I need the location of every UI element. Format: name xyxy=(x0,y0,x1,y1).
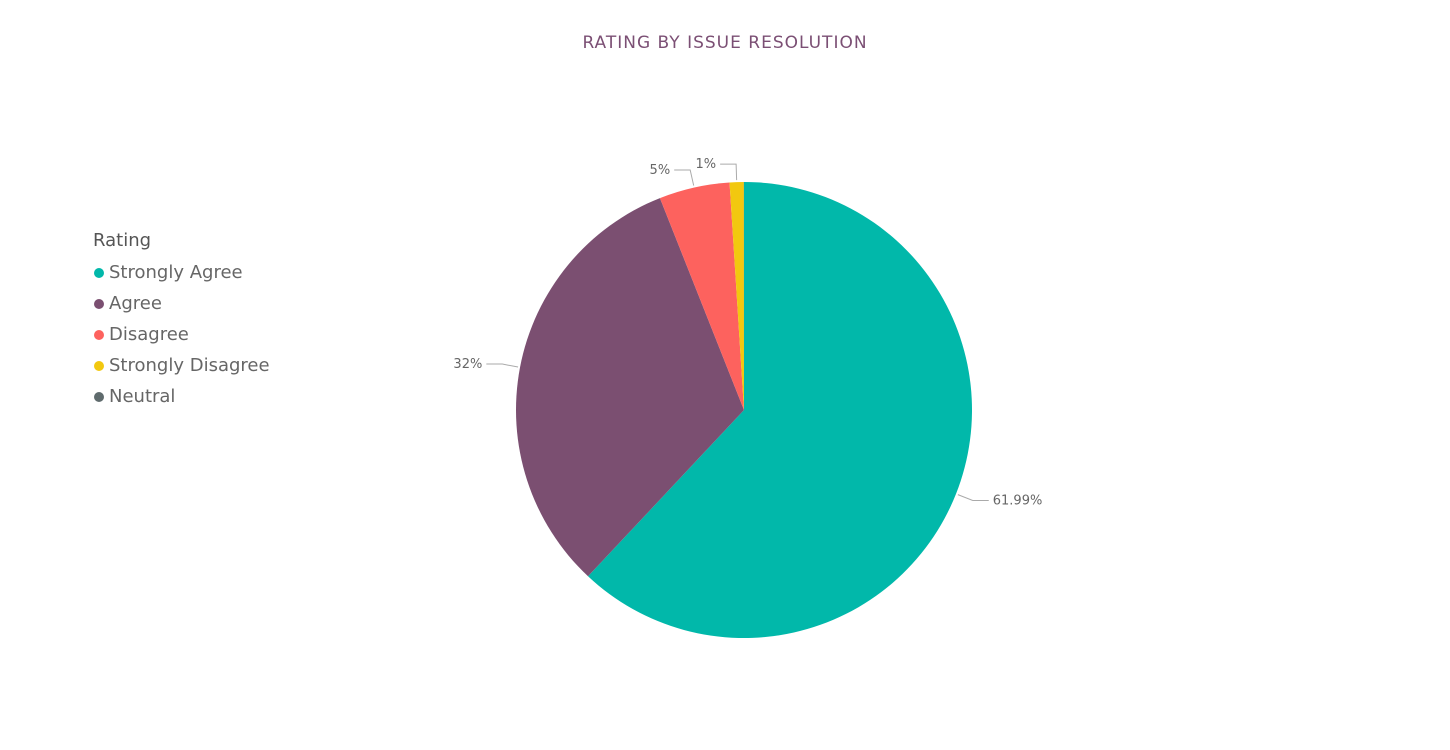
legend-label: Neutral xyxy=(109,386,176,407)
data-label: 5% xyxy=(650,163,671,178)
legend-label: Strongly Disagree xyxy=(109,355,270,376)
legend-item-agree[interactable]: Agree xyxy=(93,288,270,319)
legend-item-neutral[interactable]: Neutral xyxy=(93,381,270,412)
data-label: 1% xyxy=(695,157,716,172)
chart-title: RATING BY ISSUE RESOLUTION xyxy=(582,33,868,53)
data-label: 61.99% xyxy=(993,493,1043,508)
legend-dot-icon xyxy=(94,329,104,340)
legend-title: Rating xyxy=(93,230,152,251)
pie-slice-strongly-disagree[interactable] xyxy=(729,182,744,410)
legend-dot-icon xyxy=(94,298,104,309)
pie-slice-disagree[interactable] xyxy=(659,182,744,410)
leader-line xyxy=(720,163,738,181)
legend-dot-icon xyxy=(94,391,104,402)
legend-dot-icon xyxy=(94,360,104,371)
legend-item-strongly-agree[interactable]: Strongly Agree xyxy=(93,257,270,288)
legend-label: Strongly Agree xyxy=(109,262,243,283)
legend-label: Disagree xyxy=(109,324,189,345)
leader-line xyxy=(957,494,989,501)
legend-item-strongly-disagree[interactable]: Strongly Disagree xyxy=(93,350,270,381)
data-label: 32% xyxy=(453,357,482,372)
legend-label: Agree xyxy=(109,293,162,314)
legend-item-disagree[interactable]: Disagree xyxy=(93,319,270,350)
leader-line xyxy=(486,363,519,368)
legend: Rating Strongly Agree Agree Disagree Str… xyxy=(93,230,270,412)
pie-slice-strongly-agree[interactable] xyxy=(588,182,973,638)
pie-slice-agree[interactable] xyxy=(515,198,744,577)
legend-dot-icon xyxy=(94,267,104,278)
leader-line xyxy=(674,169,695,186)
